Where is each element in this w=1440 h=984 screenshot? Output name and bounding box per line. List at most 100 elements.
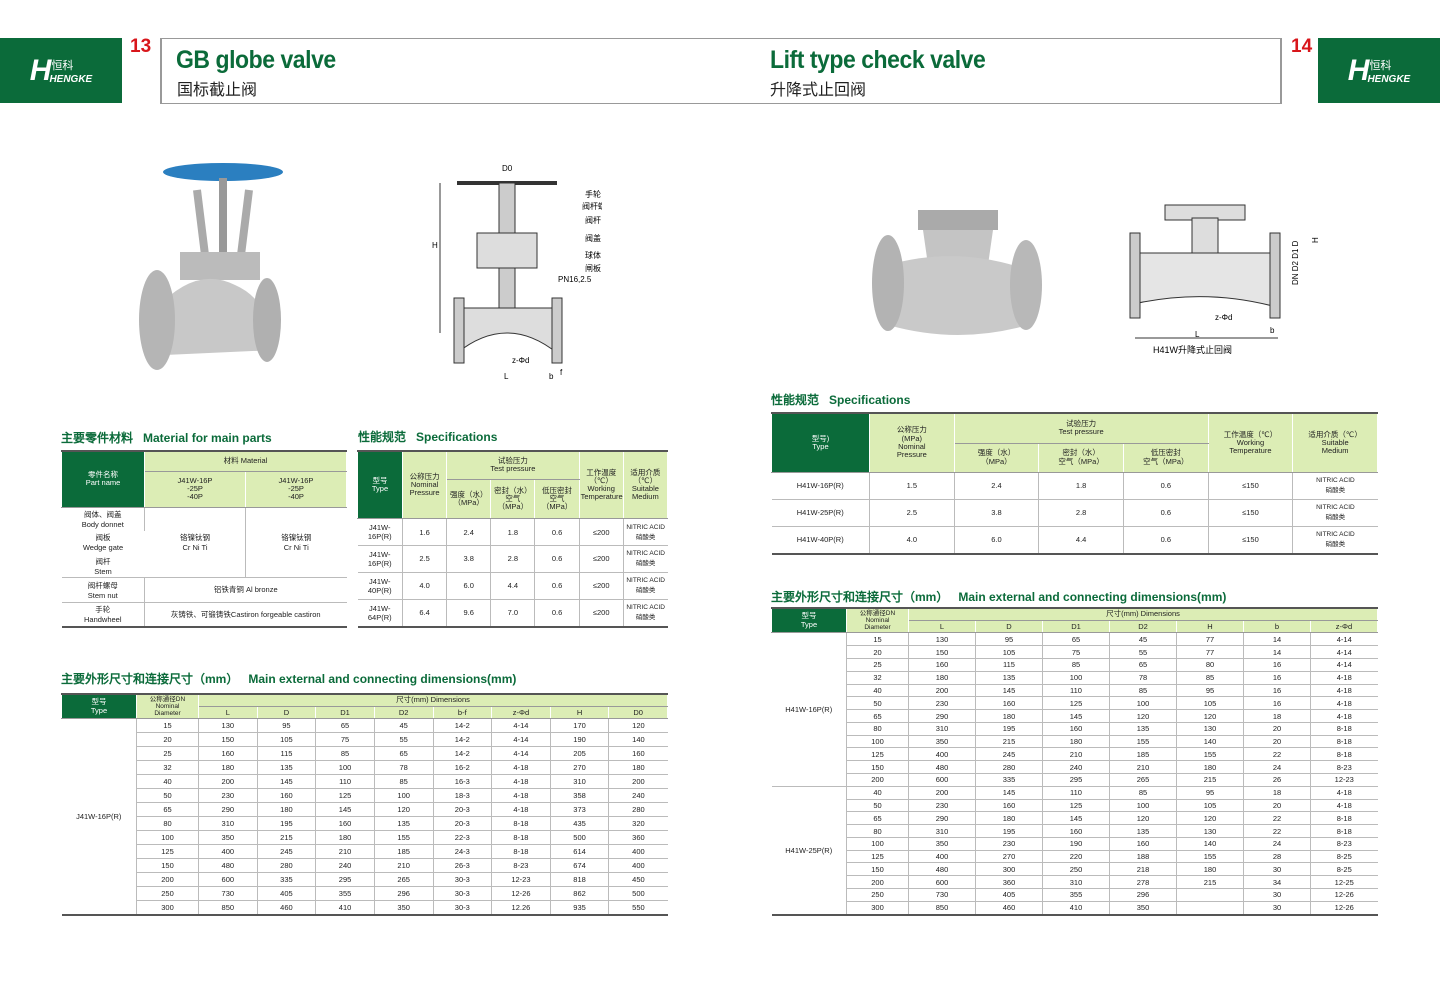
table-row: 200 600 335 295 265 30-3 12-23 818 450 bbox=[62, 872, 668, 887]
table-cell: 150 bbox=[136, 858, 199, 873]
table-cell: ≤200 bbox=[579, 545, 624, 573]
table-cell: 77 bbox=[1176, 632, 1244, 647]
logo-en: HENGKE bbox=[1367, 74, 1411, 85]
table-row: J41W-40P(R) 4.0 6.0 4.4 0.6 ≤200 NITRIC ACID 硝… bbox=[357, 572, 668, 600]
table-row: J41W-64P(R) 6.4 9.6 7.0 0.6 ≤200 NITRIC ACID 硝… bbox=[357, 599, 668, 628]
table-row: 40 200 145 110 85 16-3 4-18 310 200 bbox=[62, 774, 668, 790]
logo-mark: H bbox=[1347, 53, 1370, 87]
table-cell: 32 bbox=[846, 671, 909, 685]
table-cell: 85 bbox=[374, 774, 434, 790]
dims-table-left: 型号 Type 公称通径DN Nominal Diameter 尺寸(mm) Dim… bbox=[61, 693, 668, 916]
table-cell: 230 bbox=[198, 788, 258, 804]
table-cell: 32 bbox=[136, 760, 199, 776]
table-cell: 50 bbox=[846, 799, 909, 813]
table-cell: 335 bbox=[257, 872, 317, 887]
table-cell: 360 bbox=[608, 830, 668, 845]
dim-label: b bbox=[1270, 326, 1275, 335]
table-row: 阀板 Wedge gate bbox=[82, 533, 124, 553]
table-row: 150 480 280 240 210 180 24 8-23 bbox=[772, 760, 1378, 775]
table-cell: 8-18 bbox=[1310, 811, 1378, 826]
logo-cn: 恒科 bbox=[51, 60, 74, 72]
table-cell: 20 bbox=[846, 645, 909, 659]
table-cell: 50 bbox=[846, 696, 909, 711]
table-cell: 935 bbox=[550, 900, 610, 916]
table-row: 200 600 360 310 278 215 34 12-25 bbox=[772, 875, 1378, 890]
table-cell: 125 bbox=[846, 747, 909, 762]
dims-heading-right: 主要外形尺寸和连接尺寸（mm） Main external and connect… bbox=[771, 590, 1227, 604]
col-header: L bbox=[908, 620, 976, 634]
table-cell: 100 bbox=[374, 788, 434, 804]
type-cell: H41W-16P(R) bbox=[771, 632, 847, 787]
table-cell: 245 bbox=[257, 844, 317, 859]
table-cell: J41W-16P(R) bbox=[357, 545, 403, 573]
table-cell: 100 bbox=[136, 830, 199, 845]
table-cell: 65 bbox=[1042, 632, 1110, 647]
table-row: 125 400 270 220 188 155 28 8-25 bbox=[772, 850, 1378, 864]
table-cell: 215 bbox=[1176, 773, 1244, 787]
table-cell: 120 bbox=[1109, 811, 1177, 826]
col-type: 型号 Type bbox=[357, 450, 403, 520]
table-cell: 300 bbox=[846, 901, 909, 916]
specs-heading-right: 性能规范 Specifications bbox=[771, 393, 911, 407]
table-cell: 850 bbox=[908, 901, 976, 916]
table-cell: 110 bbox=[315, 774, 375, 790]
table-cell: 180 bbox=[1042, 735, 1110, 749]
dims-heading-left: 主要外形尺寸和连接尺寸（mm） Main external and connect… bbox=[61, 672, 517, 686]
table-cell: 120 bbox=[608, 718, 668, 734]
table-cell: 405 bbox=[257, 886, 317, 901]
col-working-temp: 工作温度（℃） Working Temperature bbox=[1207, 412, 1294, 473]
table-cell: 45 bbox=[1109, 632, 1177, 647]
col-header: z-Φd bbox=[1310, 620, 1378, 634]
table-cell: 290 bbox=[908, 709, 976, 723]
table-cell: 200 bbox=[908, 786, 976, 800]
table-cell: 25 bbox=[846, 658, 909, 672]
table-cell: 155 bbox=[1109, 735, 1177, 749]
page-title-right: Lift type check valve bbox=[770, 46, 986, 74]
dim-label: f bbox=[560, 368, 563, 377]
table-cell: 26-3 bbox=[433, 858, 493, 873]
table-cell: 200 bbox=[846, 773, 909, 787]
table-row: 25 160 115 85 65 80 16 4-14 bbox=[772, 658, 1378, 672]
table-cell: 75 bbox=[1042, 645, 1110, 659]
table-cell: 145 bbox=[975, 786, 1043, 800]
table-cell: 4-14 bbox=[1310, 632, 1378, 647]
table-cell: 410 bbox=[1042, 901, 1110, 916]
table-cell: ≤200 bbox=[579, 599, 624, 628]
table-cell: 65 bbox=[136, 802, 199, 818]
table-cell: NITRIC ACID 硝酸类 bbox=[623, 518, 668, 547]
table-cell: 125 bbox=[315, 788, 375, 804]
dim-label: b bbox=[549, 372, 554, 381]
table-cell: 8-18 bbox=[491, 844, 551, 859]
table-cell: 180 bbox=[1176, 760, 1244, 775]
table-cell: 105 bbox=[1176, 799, 1244, 813]
table-cell: 105 bbox=[1176, 696, 1244, 711]
table-cell: 24-3 bbox=[433, 844, 493, 859]
table-cell: 350 bbox=[374, 900, 434, 916]
table-row: 32 180 135 100 78 16-2 4-18 270 180 bbox=[62, 760, 668, 776]
table-cell: 65 bbox=[374, 746, 434, 762]
table-cell: 295 bbox=[315, 872, 375, 887]
table-cell: 16 bbox=[1243, 684, 1311, 698]
table-cell: 130 bbox=[908, 632, 976, 647]
table-cell: 350 bbox=[198, 830, 258, 845]
table-cell: 85 bbox=[1176, 671, 1244, 685]
table-cell: 145 bbox=[975, 684, 1043, 698]
table-cell: 250 bbox=[846, 888, 909, 902]
page-title-left: GB globe valve bbox=[176, 46, 336, 74]
table-cell: 16 bbox=[1243, 671, 1311, 685]
table-cell: 65 bbox=[315, 718, 375, 734]
table-cell: 12.26 bbox=[491, 900, 551, 916]
table-cell: 120 bbox=[1176, 811, 1244, 826]
table-cell: 4-18 bbox=[491, 802, 551, 818]
table-cell: 210 bbox=[374, 858, 434, 873]
table-cell: 200 bbox=[136, 872, 199, 887]
table-cell: 355 bbox=[1042, 888, 1110, 902]
table-cell: 296 bbox=[1109, 888, 1177, 902]
table-cell: 280 bbox=[975, 760, 1043, 775]
specs-heading-left: 性能规范 Specifications bbox=[358, 430, 498, 444]
materials-heading: 主要零件材料 Material for main parts bbox=[61, 431, 272, 445]
table-cell: 4.0 bbox=[869, 526, 955, 555]
table-cell: 8-18 bbox=[1310, 747, 1378, 762]
table-cell: 80 bbox=[1176, 658, 1244, 672]
table-cell: 674 bbox=[550, 858, 610, 873]
